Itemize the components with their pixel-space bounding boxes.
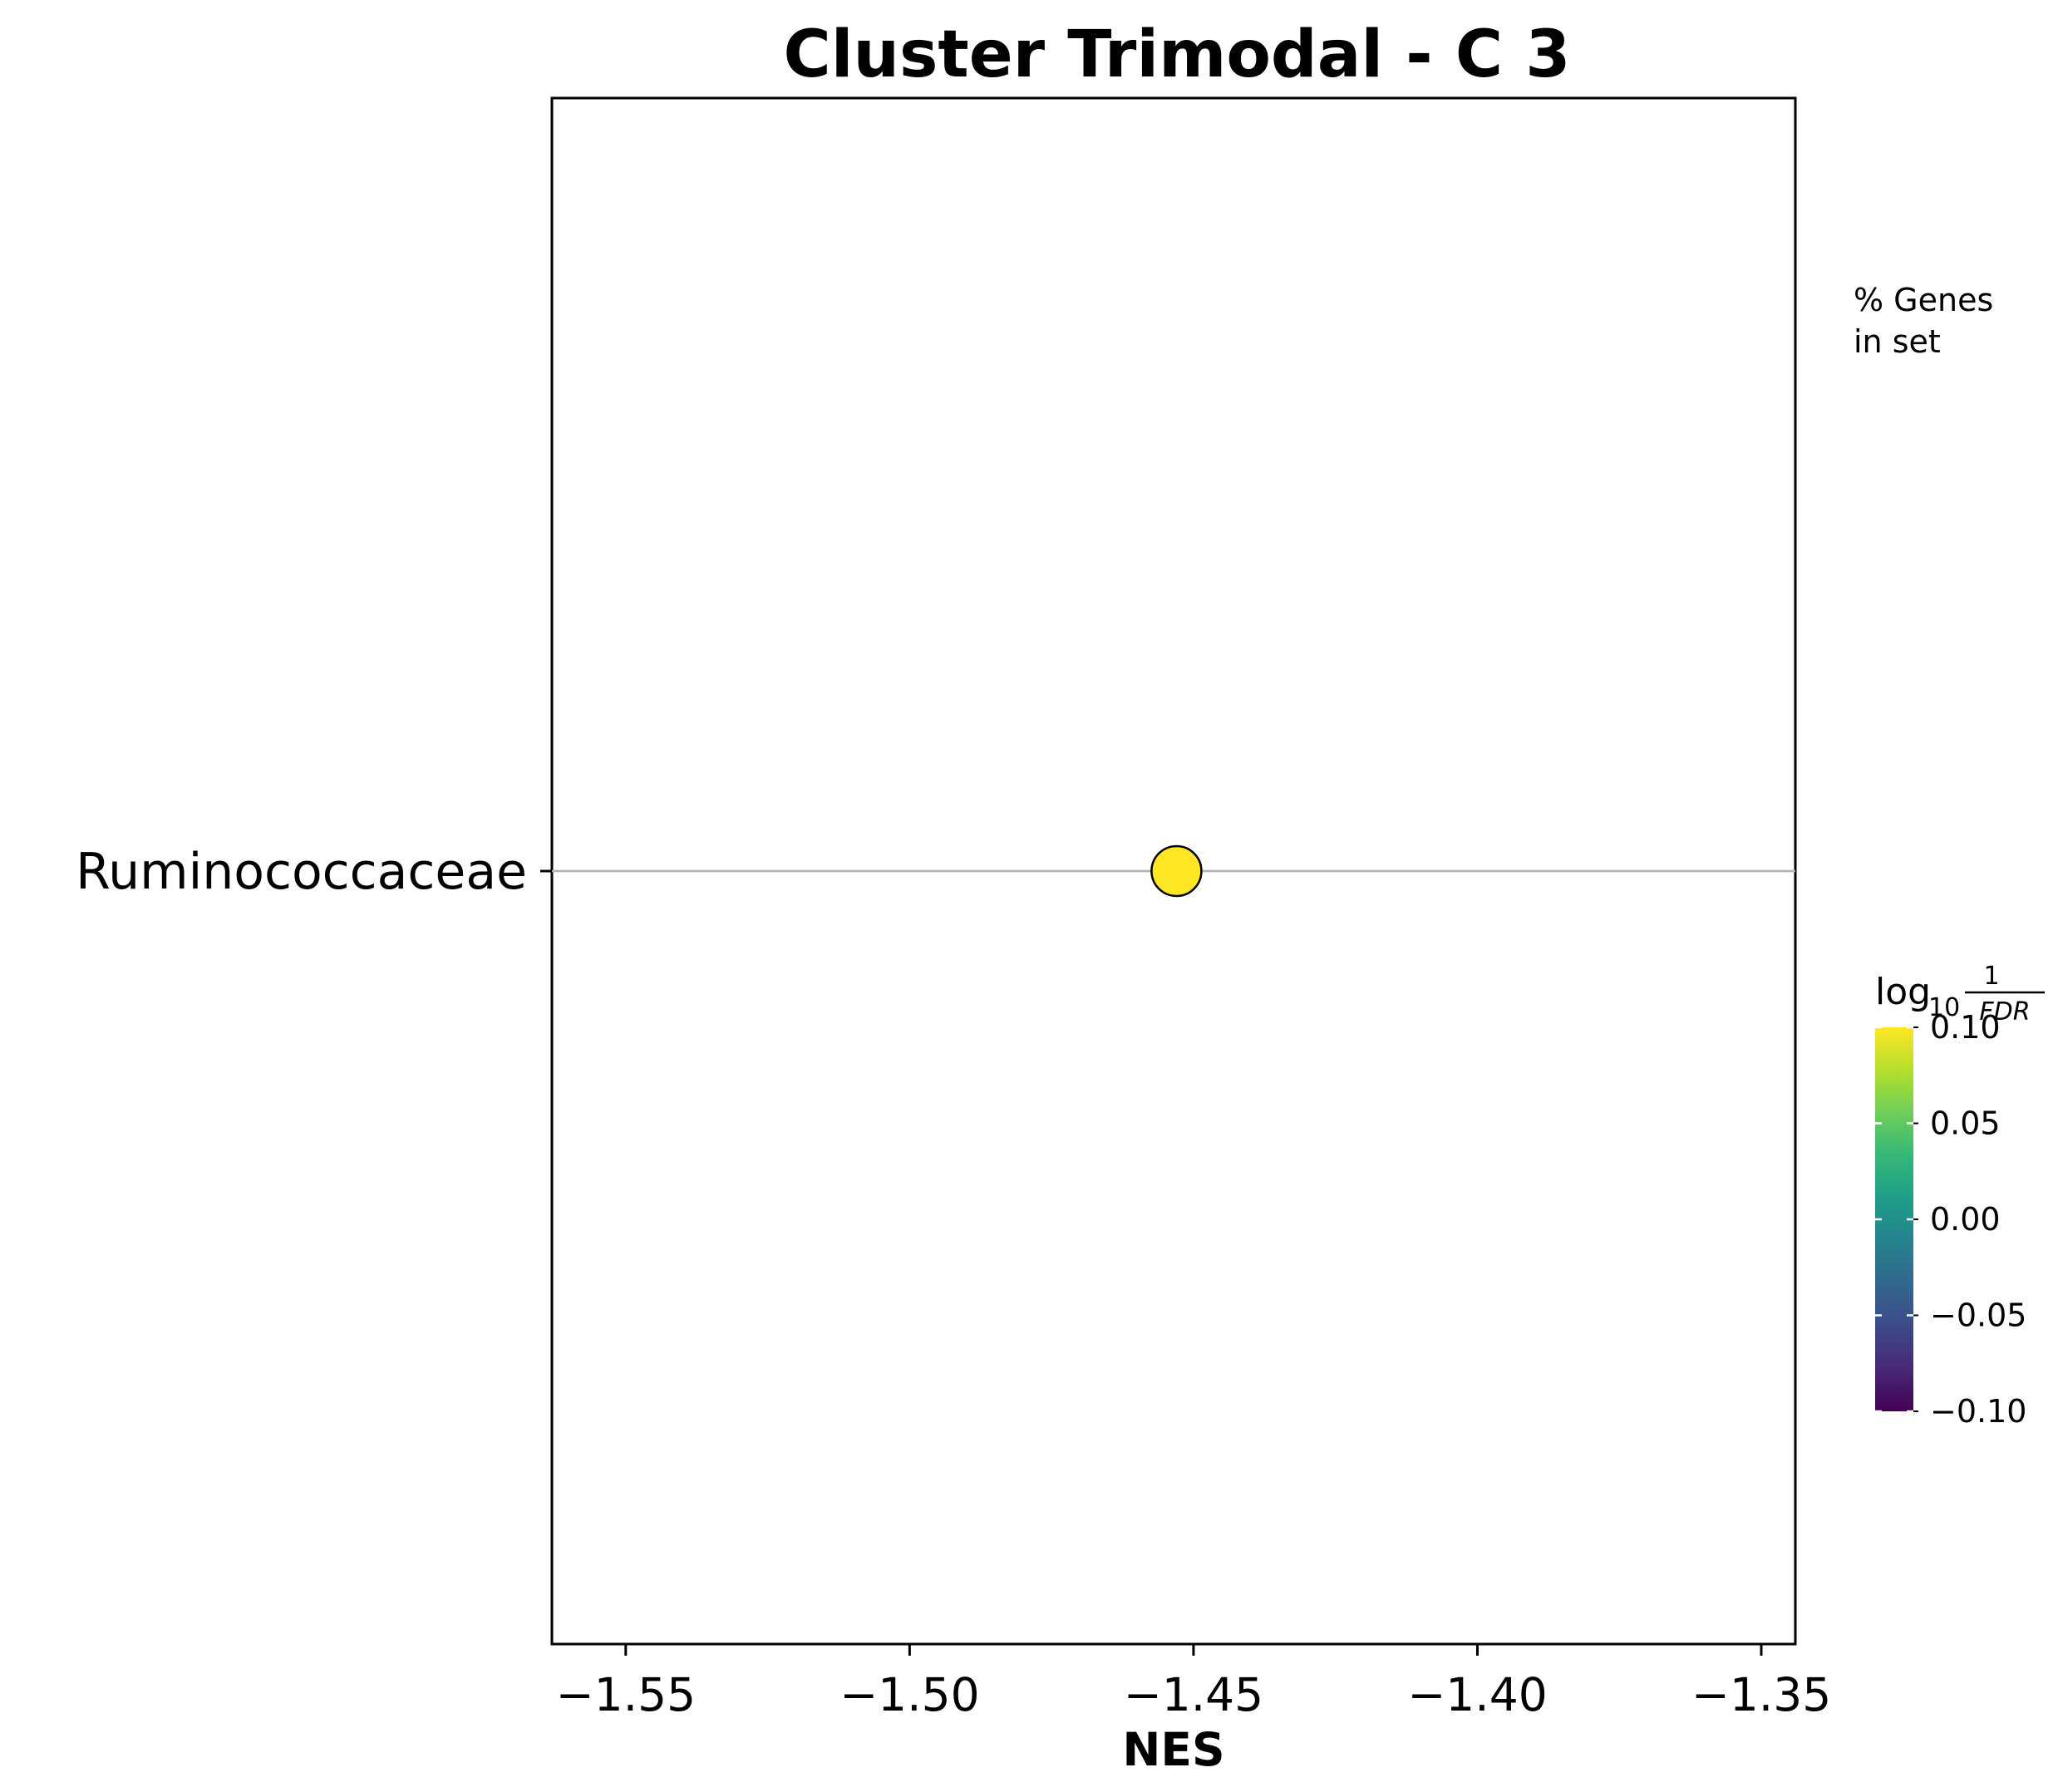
colorbar-tick-label: −0.10 bbox=[1930, 1393, 2026, 1430]
colorbar-title: log 10 1 FDR bbox=[1875, 962, 2045, 1026]
x-tick-label: −1.50 bbox=[839, 1668, 980, 1721]
x-tick-label: −1.45 bbox=[1124, 1668, 1264, 1721]
data-point bbox=[1150, 844, 1203, 898]
size-legend: % Genes in set bbox=[1854, 282, 1993, 360]
x-axis-label: NES bbox=[1122, 1723, 1224, 1776]
colorbar-title-numerator: 1 bbox=[1983, 962, 1999, 991]
colorbar-tick-label: 0.10 bbox=[1930, 1009, 2001, 1046]
size-legend-title-line1: % Genes bbox=[1854, 282, 1993, 318]
colorbar: log 10 1 FDR 0.10 0.05 0.00 −0.05 −0.10 bbox=[1875, 962, 2045, 1430]
chart-title: Cluster Trimodal - C 3 bbox=[783, 17, 1570, 92]
data-points bbox=[1150, 844, 1203, 898]
colorbar-ticks: 0.10 0.05 0.00 −0.05 −0.10 bbox=[1875, 1009, 2026, 1430]
plot-area bbox=[550, 96, 1797, 1646]
x-tick-label: −1.55 bbox=[556, 1668, 697, 1721]
colorbar-tick-label: −0.05 bbox=[1930, 1297, 2026, 1334]
x-axis: −1.55 −1.50 −1.45 −1.40 −1.35 NES bbox=[556, 1644, 1832, 1776]
x-tick-label: −1.40 bbox=[1407, 1668, 1548, 1721]
colorbar-title-denominator: FDR bbox=[1979, 997, 2030, 1026]
colorbar-tick-label: 0.00 bbox=[1930, 1201, 2001, 1238]
x-tick-label: −1.35 bbox=[1691, 1668, 1832, 1721]
x-ticks: −1.55 −1.50 −1.45 −1.40 −1.35 bbox=[556, 1644, 1832, 1721]
y-tick-label: Ruminococcaceae bbox=[76, 843, 527, 901]
size-legend-title-line2: in set bbox=[1854, 323, 1941, 360]
colorbar-title-log: log bbox=[1875, 971, 1931, 1013]
y-axis: Ruminococcaceae bbox=[76, 843, 552, 901]
colorbar-tick-label: 0.05 bbox=[1930, 1105, 2001, 1142]
colorbar-title-subscript: 10 bbox=[1928, 993, 1960, 1022]
